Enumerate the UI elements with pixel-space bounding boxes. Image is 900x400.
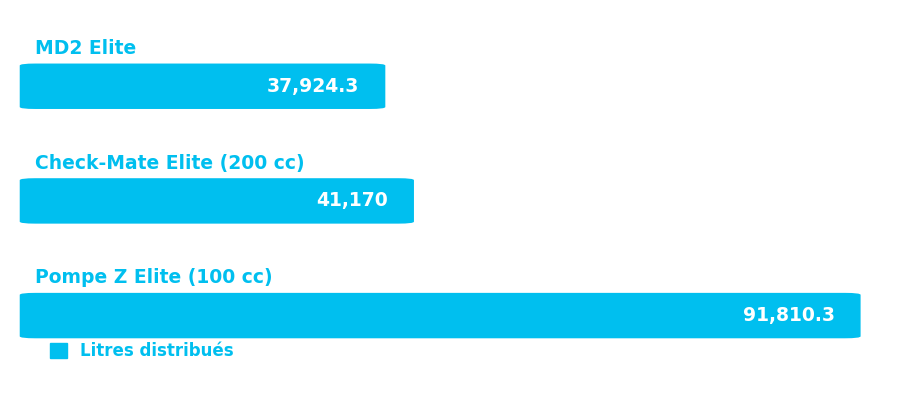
FancyBboxPatch shape bbox=[20, 178, 414, 224]
FancyBboxPatch shape bbox=[20, 293, 860, 338]
Text: 91,810.3: 91,810.3 bbox=[742, 306, 834, 325]
Text: MD2 Elite: MD2 Elite bbox=[35, 39, 137, 58]
Text: 41,170: 41,170 bbox=[316, 192, 388, 210]
FancyBboxPatch shape bbox=[20, 64, 385, 109]
Text: 37,924.3: 37,924.3 bbox=[267, 77, 359, 96]
Legend: Litres distribués: Litres distribués bbox=[43, 336, 240, 367]
Text: Pompe Z Elite (100 cc): Pompe Z Elite (100 cc) bbox=[35, 268, 273, 287]
Text: Check-Mate Elite (200 cc): Check-Mate Elite (200 cc) bbox=[35, 154, 305, 172]
